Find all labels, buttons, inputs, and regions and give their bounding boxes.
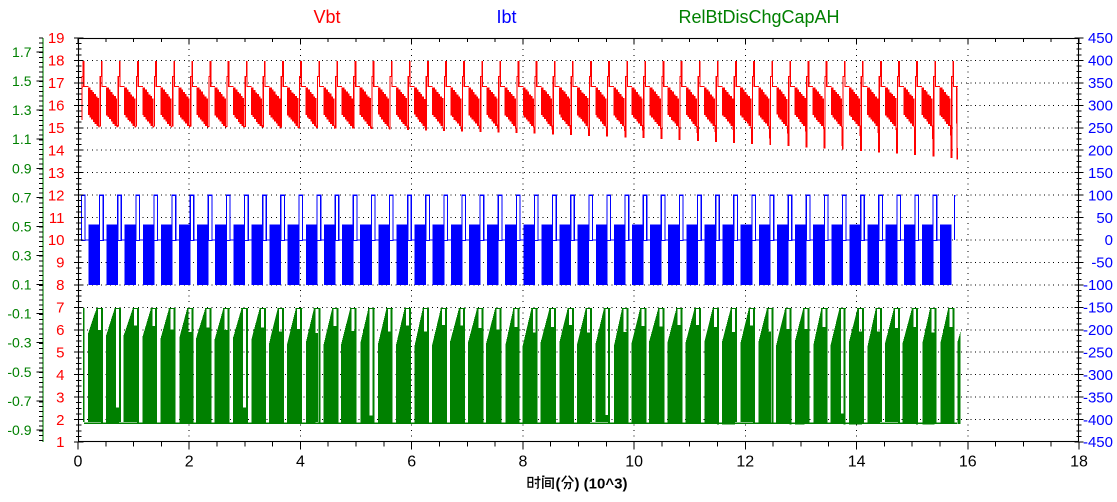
svg-text:17: 17 xyxy=(48,75,65,92)
svg-text:Vbt: Vbt xyxy=(314,7,341,27)
svg-text:-0.5: -0.5 xyxy=(7,364,31,380)
svg-text:1.5: 1.5 xyxy=(12,73,32,89)
svg-text:450: 450 xyxy=(1088,30,1113,47)
svg-text:-0.7: -0.7 xyxy=(7,393,31,409)
svg-text:150: 150 xyxy=(1088,165,1113,182)
svg-text:8: 8 xyxy=(518,454,527,471)
svg-text:Ibt: Ibt xyxy=(497,7,517,27)
svg-text:1: 1 xyxy=(56,434,64,451)
svg-text:18: 18 xyxy=(1070,454,1088,471)
svg-text:200: 200 xyxy=(1088,142,1113,159)
svg-text:-100: -100 xyxy=(1083,277,1113,294)
svg-text:9: 9 xyxy=(56,255,64,272)
svg-text:-200: -200 xyxy=(1083,322,1113,339)
svg-text:RelBtDisChgCapAH: RelBtDisChgCapAH xyxy=(679,7,840,27)
svg-text:14: 14 xyxy=(48,142,65,159)
svg-text:3: 3 xyxy=(56,389,64,406)
svg-text:1.3: 1.3 xyxy=(12,102,32,118)
svg-text:2: 2 xyxy=(56,412,64,429)
svg-text:0.1: 0.1 xyxy=(12,277,32,293)
svg-text:16: 16 xyxy=(48,98,65,115)
svg-text:-450: -450 xyxy=(1083,434,1113,451)
svg-text:-250: -250 xyxy=(1083,344,1113,361)
svg-text:16: 16 xyxy=(959,454,977,471)
svg-text:13: 13 xyxy=(48,165,65,182)
svg-text:11: 11 xyxy=(49,210,65,227)
svg-text:19: 19 xyxy=(48,30,65,47)
svg-text:400: 400 xyxy=(1088,53,1113,70)
svg-text:-400: -400 xyxy=(1083,412,1113,429)
svg-text:10: 10 xyxy=(48,232,65,249)
svg-text:50: 50 xyxy=(1096,210,1113,227)
svg-text:4: 4 xyxy=(56,367,64,384)
svg-text:-300: -300 xyxy=(1083,367,1113,384)
svg-text:12: 12 xyxy=(736,454,754,471)
svg-text:-0.9: -0.9 xyxy=(7,422,31,438)
svg-text:1.1: 1.1 xyxy=(12,131,32,147)
svg-text:8: 8 xyxy=(56,277,64,294)
svg-text:-350: -350 xyxy=(1083,389,1113,406)
svg-text:10: 10 xyxy=(625,454,643,471)
svg-text:4: 4 xyxy=(296,454,305,471)
svg-text:0.3: 0.3 xyxy=(12,248,32,264)
svg-text:0: 0 xyxy=(1105,232,1113,249)
svg-text:6: 6 xyxy=(56,322,64,339)
svg-text:0.7: 0.7 xyxy=(12,189,32,205)
svg-text:2: 2 xyxy=(185,454,194,471)
svg-text:14: 14 xyxy=(848,454,866,471)
svg-text:6: 6 xyxy=(407,454,416,471)
svg-text:1.7: 1.7 xyxy=(12,44,32,60)
svg-text:18: 18 xyxy=(48,53,65,70)
svg-text:12: 12 xyxy=(48,187,65,204)
svg-text:0: 0 xyxy=(74,454,83,471)
svg-text:-0.1: -0.1 xyxy=(7,306,31,322)
svg-text:-50: -50 xyxy=(1091,255,1113,272)
svg-text:5: 5 xyxy=(56,344,64,361)
svg-text:0.9: 0.9 xyxy=(12,160,32,176)
svg-text:-0.3: -0.3 xyxy=(7,335,31,351)
svg-text:-150: -150 xyxy=(1083,300,1113,317)
svg-text:250: 250 xyxy=(1088,120,1113,137)
svg-text:350: 350 xyxy=(1088,75,1113,92)
svg-text:300: 300 xyxy=(1088,98,1113,115)
svg-text:100: 100 xyxy=(1088,187,1113,204)
svg-text:15: 15 xyxy=(48,120,65,137)
svg-text:) (10^3): ) (10^3) xyxy=(575,476,628,493)
svg-text:7: 7 xyxy=(56,300,64,317)
svg-text:0.5: 0.5 xyxy=(12,218,32,234)
svg-text:(: ( xyxy=(556,476,561,493)
